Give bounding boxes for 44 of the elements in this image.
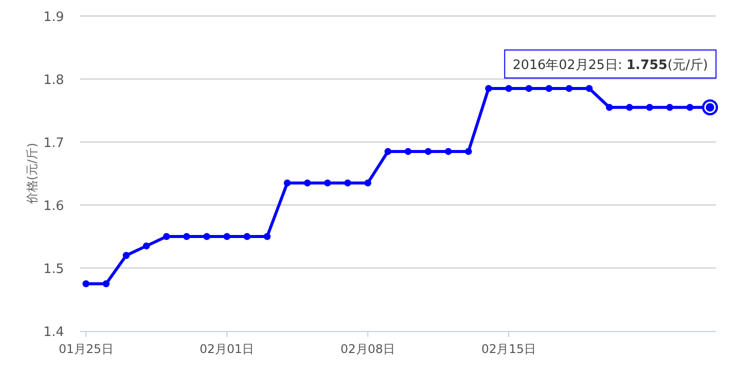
point — [505, 84, 512, 92]
annotation: 2016年02月25日: 1.755(元/斤) — [504, 50, 716, 78]
point — [102, 280, 110, 288]
y-tick-label: 1.9 — [43, 10, 64, 25]
y-tick-label: 1.7 — [43, 136, 64, 151]
point — [626, 104, 633, 111]
y-tick-label: 1.8 — [43, 73, 64, 88]
annotation: 2016年02月25日: 1.755(元/斤) — [512, 58, 708, 73]
point — [142, 242, 150, 250]
point — [485, 84, 492, 92]
point — [122, 252, 130, 259]
point — [183, 233, 190, 240]
y-tick-label: 1.4 — [43, 325, 64, 340]
point — [223, 233, 230, 240]
point — [606, 104, 613, 111]
point — [404, 148, 412, 155]
point — [284, 179, 291, 186]
point — [424, 148, 432, 155]
point — [364, 179, 372, 186]
point — [82, 280, 90, 288]
point — [646, 104, 654, 111]
point — [203, 233, 210, 240]
point — [384, 148, 392, 155]
point — [163, 233, 170, 240]
point — [686, 104, 694, 111]
y-tick-label: 1.5 — [43, 262, 64, 277]
point — [566, 84, 573, 92]
x-tick-label: 02月01日 — [200, 342, 254, 356]
point — [444, 148, 452, 155]
point — [586, 84, 593, 92]
point — [244, 233, 251, 240]
y-axis-title: 价格(元/斤) — [25, 142, 39, 206]
point — [304, 179, 311, 186]
point — [525, 84, 532, 92]
x-tick-label: 01月25日 — [58, 342, 114, 356]
point — [666, 104, 674, 111]
point — [324, 179, 332, 186]
x-tick-label: 02月15日 — [481, 342, 536, 356]
point — [464, 148, 472, 155]
point — [545, 84, 552, 92]
point — [344, 179, 352, 186]
y-tick-label: 1.6 — [43, 199, 64, 214]
x-tick-label: 02月08日 — [340, 342, 396, 356]
point — [264, 233, 271, 240]
